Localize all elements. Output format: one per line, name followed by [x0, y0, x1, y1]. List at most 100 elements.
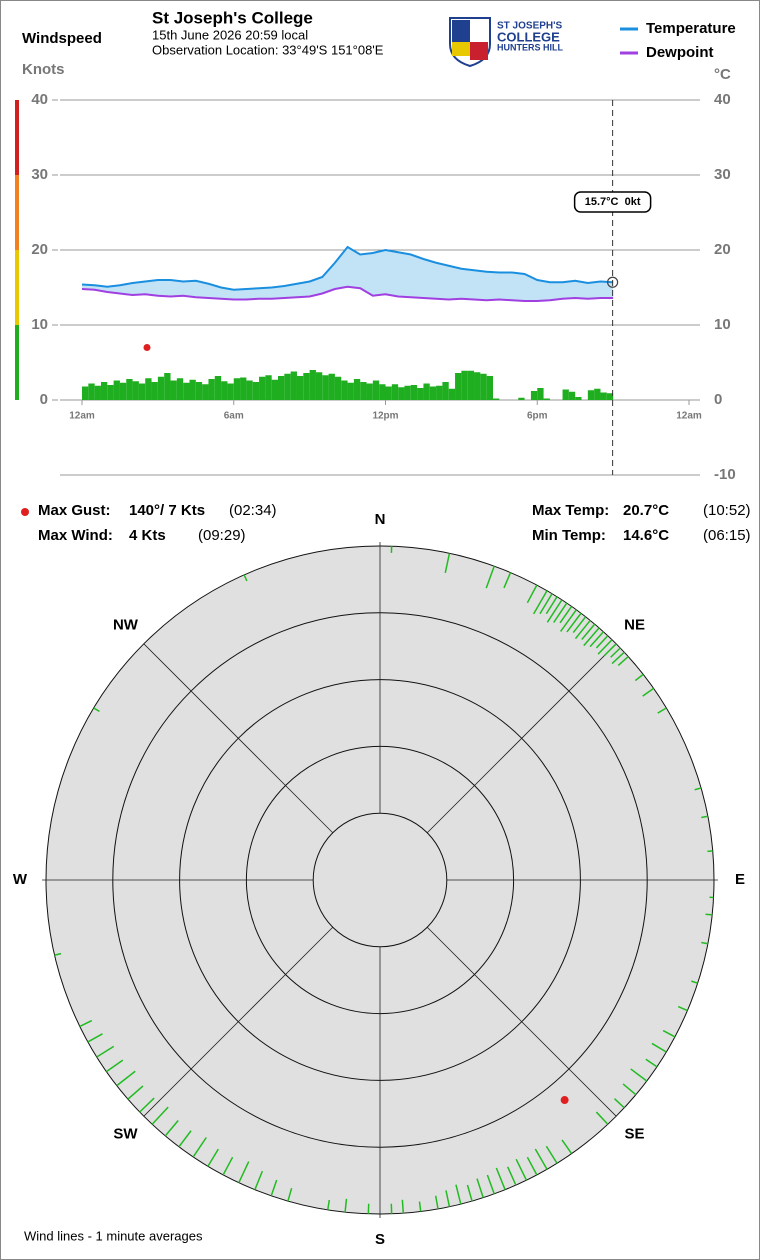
y-units: Knots	[22, 61, 65, 78]
wind-line	[622, 1083, 637, 1096]
wind-line	[444, 553, 451, 574]
wind-line	[485, 565, 495, 589]
wind-line	[127, 1085, 144, 1100]
wind-bar	[227, 383, 234, 400]
wind-line	[503, 572, 512, 589]
wind-line	[344, 1198, 348, 1213]
wind-bar	[391, 384, 399, 400]
wind-bar	[157, 376, 165, 400]
wind-bar	[366, 383, 373, 400]
wind-line	[645, 1058, 658, 1068]
wind-bar	[100, 382, 108, 400]
wind-bar	[562, 389, 569, 400]
wind-line	[93, 707, 100, 713]
wind-line	[139, 1097, 155, 1113]
wind-bar	[372, 380, 380, 400]
y2-tick-label: 10	[714, 316, 731, 333]
wind-bar	[436, 385, 443, 400]
wind-line	[532, 590, 548, 615]
wind-line	[539, 593, 553, 615]
wind-line	[553, 602, 568, 623]
wind-bar	[296, 376, 304, 400]
wind-bar	[252, 382, 260, 400]
wind-line	[651, 1042, 667, 1053]
wind-line	[546, 599, 563, 623]
y-tick-label: 0	[40, 391, 48, 408]
wind-line	[238, 1161, 250, 1184]
y-label: Windspeed	[22, 30, 102, 47]
wind-bar	[492, 398, 500, 400]
wind-bar	[94, 385, 101, 400]
wind-line	[254, 1170, 264, 1190]
wind-bar	[543, 398, 550, 400]
series-line	[81, 285, 614, 302]
wind-bar	[246, 380, 253, 400]
wind-line	[401, 1199, 405, 1214]
compass-label: S	[375, 1231, 385, 1248]
legend-label: Dewpoint	[646, 44, 714, 61]
wind-bar	[303, 373, 310, 400]
wind-bar	[82, 386, 89, 400]
wind-line	[164, 1120, 179, 1137]
wind-line	[526, 1156, 538, 1176]
x-tick-label: 12pm	[372, 411, 398, 422]
wind-bar	[176, 378, 184, 400]
wind-line	[87, 1033, 103, 1043]
wind-bar	[353, 379, 361, 400]
wind-bar	[195, 382, 203, 400]
wind-line	[595, 635, 609, 649]
wind-bar	[474, 372, 481, 400]
note: Wind lines - 1 minute averages	[24, 1228, 203, 1243]
wind-line	[243, 574, 248, 582]
wind-line	[701, 815, 709, 819]
logo-text: COLLEGE	[497, 29, 560, 44]
location: Observation Location: 33°49'S 151°08'E	[152, 42, 384, 57]
wind-bar	[126, 379, 133, 400]
speed-band	[15, 100, 19, 175]
speed-band	[15, 250, 19, 325]
y2-tick-label: 20	[714, 241, 731, 258]
wind-line	[434, 1195, 439, 1210]
wind-bar	[170, 380, 177, 400]
wind-line	[561, 1139, 573, 1155]
logo-quarter	[470, 42, 488, 60]
title: St Joseph's College	[152, 8, 313, 27]
wind-line	[691, 980, 698, 984]
y2-tick-label: 0	[714, 391, 722, 408]
spoke	[143, 643, 334, 834]
wind-line	[54, 952, 62, 956]
wind-line	[418, 1201, 422, 1212]
wind-line	[642, 687, 655, 697]
wind-bar	[309, 370, 316, 400]
wind-bar	[315, 372, 323, 400]
wind-line	[116, 1070, 136, 1087]
logo-quarter	[452, 20, 470, 42]
wind-line	[701, 941, 709, 945]
wind-line	[105, 1059, 124, 1073]
wind-bar	[347, 382, 354, 400]
cursor-label: 15.7°C 0kt	[585, 196, 641, 208]
temp-dew-band	[82, 247, 614, 301]
y-tick-label: 20	[31, 241, 48, 258]
wind-line	[79, 1019, 93, 1028]
legend-label: Temperature	[646, 20, 736, 37]
wind-bar	[328, 373, 335, 400]
wind-bar	[119, 382, 127, 400]
wind-bar	[322, 375, 329, 400]
wind-line	[515, 1158, 528, 1181]
wind-bar	[575, 397, 582, 400]
wind-line	[610, 647, 621, 658]
compass-label: NW	[113, 616, 139, 633]
wind-bar	[455, 373, 462, 400]
wind-line	[694, 787, 702, 791]
x-tick-label: 12am	[676, 411, 702, 422]
wind-bar	[600, 392, 607, 400]
stat-value: 20.7°C	[623, 502, 669, 519]
wind-line	[677, 1005, 688, 1012]
stat-label: Max Wind:	[38, 527, 113, 544]
wind-line	[507, 1166, 517, 1186]
wind-bar	[334, 376, 342, 400]
wind-line	[96, 1045, 115, 1058]
